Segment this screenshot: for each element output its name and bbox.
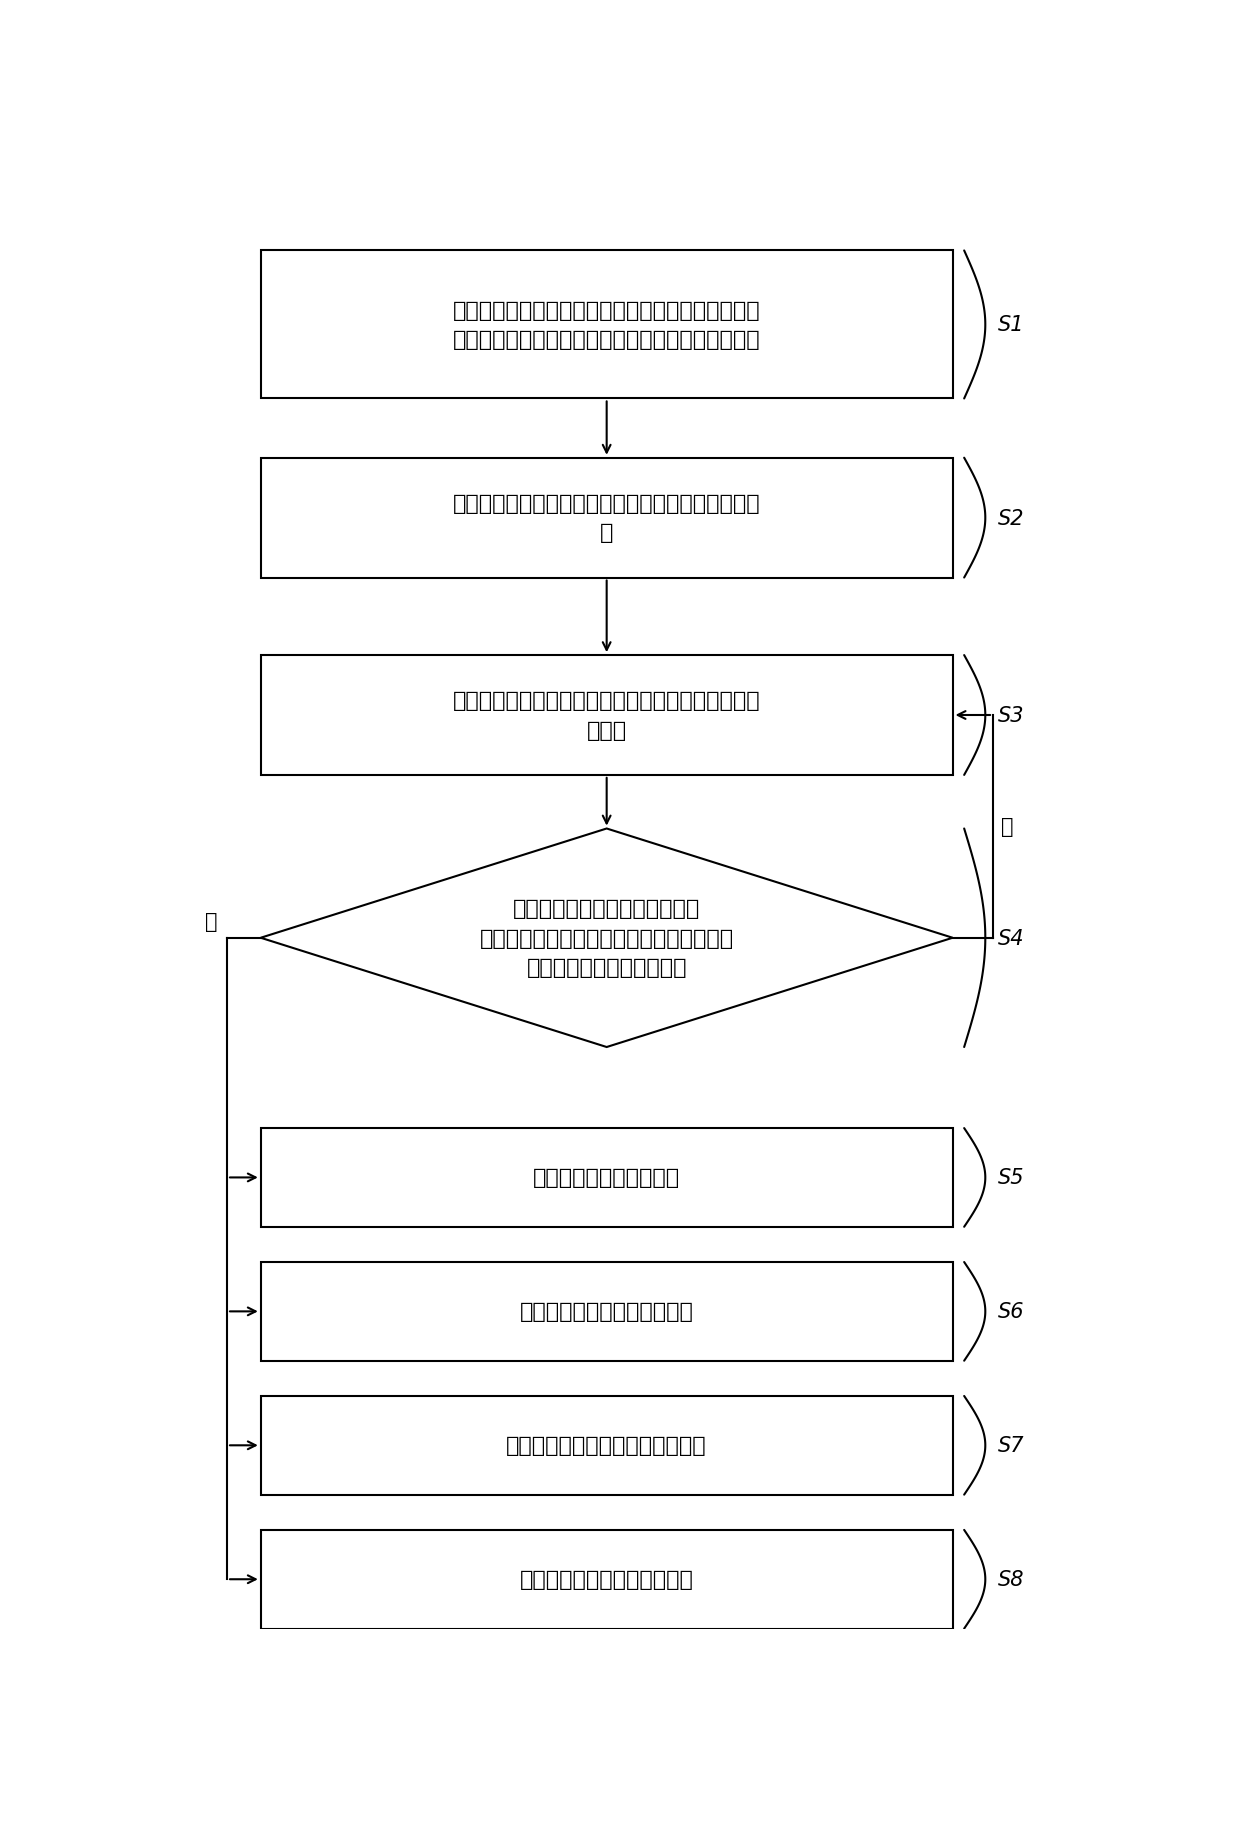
Text: S6: S6	[998, 1301, 1024, 1321]
Text: S7: S7	[998, 1435, 1024, 1455]
FancyBboxPatch shape	[260, 1396, 952, 1495]
Text: 实时监测目标环境的二氧化碳浓度: 实时监测目标环境的二氧化碳浓度	[506, 1435, 707, 1455]
Text: S5: S5	[998, 1168, 1024, 1188]
Text: 根据氧气和氮气的目标浓度向目标环境喷淋液氮和输
送空气: 根据氧气和氮气的目标浓度向目标环境喷淋液氮和输 送空气	[453, 690, 760, 741]
Text: 实时监测目标环境的温度: 实时监测目标环境的温度	[533, 1168, 681, 1188]
Text: 通过远程无服务器或者本地的控制器输入目标环境的
目标温度以及氧气、乙烯浓度和二氧化碳的目标浓度: 通过远程无服务器或者本地的控制器输入目标环境的 目标温度以及氧气、乙烯浓度和二氧…	[453, 300, 760, 350]
Text: 是: 是	[205, 911, 217, 931]
FancyBboxPatch shape	[260, 459, 952, 578]
Text: 实时监测目标环境的乙烯浓度: 实时监测目标环境的乙烯浓度	[520, 1570, 693, 1590]
FancyBboxPatch shape	[260, 251, 952, 399]
Text: 根据氧气的目标浓度计算喷淋液氮和输送空气的体积
比: 根据氧气的目标浓度计算喷淋液氮和输送空气的体积 比	[453, 494, 760, 544]
Text: S8: S8	[998, 1570, 1024, 1590]
Text: S3: S3	[998, 706, 1024, 727]
Text: S1: S1	[998, 315, 1024, 335]
FancyBboxPatch shape	[260, 1263, 952, 1362]
Text: 实时监测目标环境的氧气浓度: 实时监测目标环境的氧气浓度	[520, 1301, 693, 1321]
Text: S2: S2	[998, 509, 1024, 529]
FancyBboxPatch shape	[260, 1530, 952, 1629]
Text: 实时采集目标环境的温度，并根
据目标环境的实时温度数据判断目标环境的
温度是否小于等于目标温度: 实时采集目标环境的温度，并根 据目标环境的实时温度数据判断目标环境的 温度是否小…	[480, 899, 734, 977]
FancyBboxPatch shape	[260, 1129, 952, 1228]
Polygon shape	[260, 829, 952, 1047]
Text: 否: 否	[1001, 816, 1013, 836]
Text: S4: S4	[998, 928, 1024, 948]
FancyBboxPatch shape	[260, 655, 952, 776]
